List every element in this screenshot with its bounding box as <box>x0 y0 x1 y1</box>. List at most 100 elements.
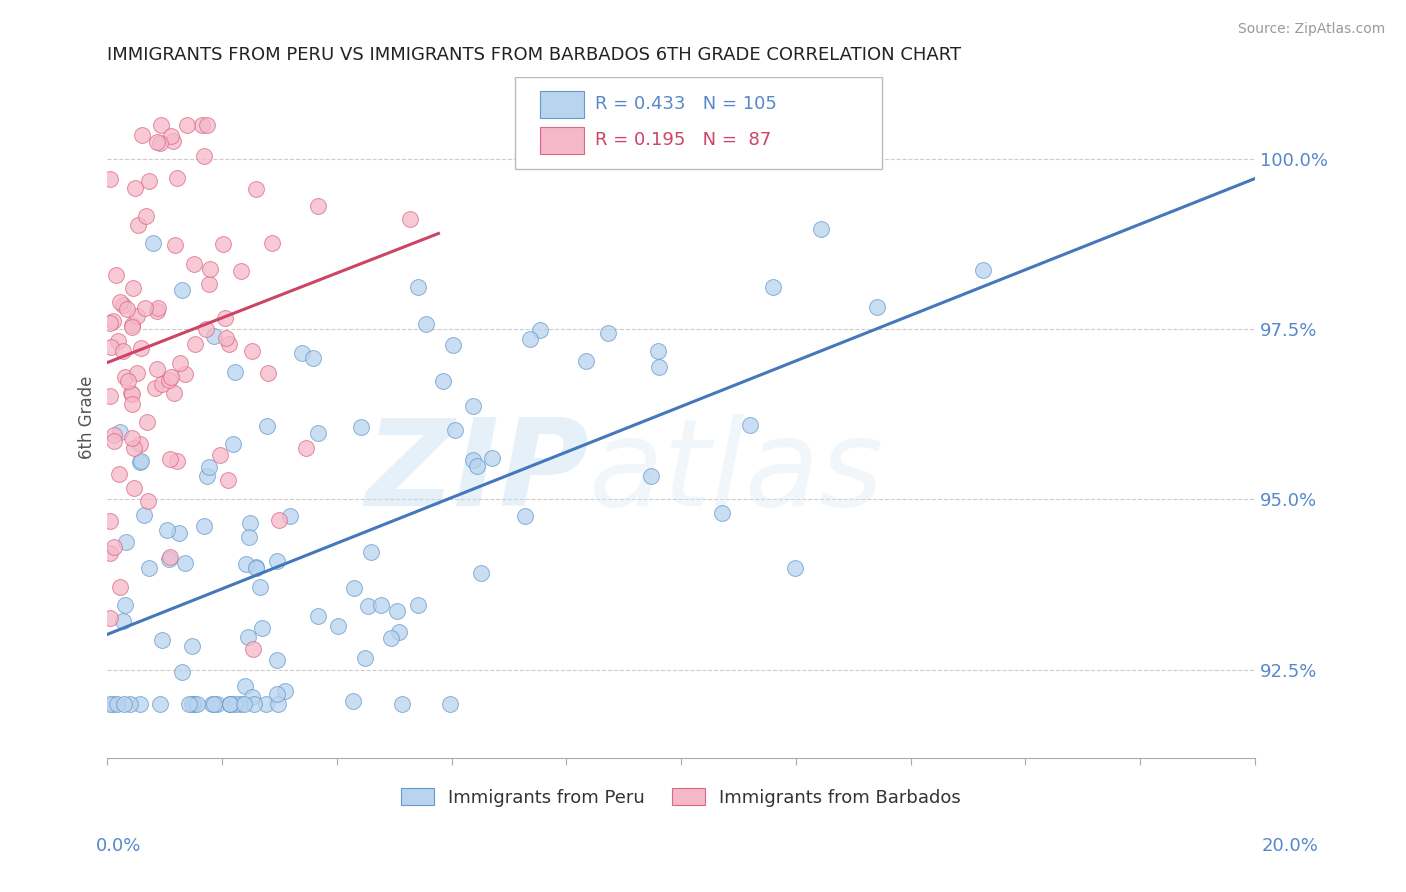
Point <box>124 441 146 455</box>
Point <box>575 354 598 368</box>
Point <box>117 301 139 316</box>
Point <box>159 549 181 564</box>
Text: ZIP: ZIP <box>366 414 589 531</box>
Point <box>176 118 198 132</box>
Point <box>198 261 221 276</box>
Point <box>519 332 541 346</box>
Point <box>222 436 245 450</box>
Point <box>156 523 179 537</box>
Point <box>308 199 330 213</box>
Point <box>242 642 264 657</box>
Point <box>103 428 125 442</box>
Point <box>129 341 152 355</box>
Point <box>295 441 318 455</box>
Point <box>146 304 169 318</box>
Point <box>710 506 733 520</box>
Point <box>738 418 761 433</box>
Point <box>291 346 314 360</box>
Point <box>127 309 149 323</box>
Text: R = 0.195   N =  87: R = 0.195 N = 87 <box>595 131 772 149</box>
Point <box>135 210 157 224</box>
Point <box>207 697 229 711</box>
Point <box>120 386 142 401</box>
Point <box>125 366 148 380</box>
Point <box>269 513 291 527</box>
Point <box>238 530 260 544</box>
Point <box>598 326 620 340</box>
Point <box>149 136 172 151</box>
Point <box>138 174 160 188</box>
Y-axis label: 6th Grade: 6th Grade <box>79 376 96 459</box>
Point <box>218 697 240 711</box>
Point <box>328 619 350 633</box>
Point <box>197 460 219 475</box>
Point <box>162 386 184 401</box>
Point <box>98 388 121 402</box>
FancyBboxPatch shape <box>515 77 882 169</box>
Point <box>307 608 329 623</box>
Point <box>266 554 288 568</box>
Point <box>640 469 662 483</box>
Point <box>108 580 131 594</box>
Point <box>785 561 807 575</box>
Point <box>762 280 785 294</box>
Point <box>257 367 280 381</box>
Point <box>135 415 157 429</box>
Point <box>184 337 207 351</box>
Point <box>380 631 402 645</box>
Point <box>513 508 536 523</box>
Point <box>111 297 134 311</box>
Point <box>240 343 263 358</box>
Point <box>441 338 464 352</box>
Point <box>224 365 246 379</box>
Point <box>112 697 135 711</box>
Point <box>183 256 205 270</box>
Point <box>648 359 671 374</box>
Point <box>121 432 143 446</box>
Point <box>108 295 131 310</box>
Point <box>169 356 191 370</box>
Point <box>131 128 153 142</box>
Point <box>129 697 152 711</box>
Text: IMMIGRANTS FROM PERU VS IMMIGRANTS FROM BARBADOS 6TH GRADE CORRELATION CHART: IMMIGRANTS FROM PERU VS IMMIGRANTS FROM … <box>107 46 962 64</box>
Point <box>166 453 188 467</box>
Point <box>391 697 413 711</box>
Point <box>179 697 201 711</box>
Point <box>195 118 218 132</box>
Point <box>388 624 411 639</box>
Point <box>181 697 204 711</box>
Point <box>128 455 150 469</box>
Point <box>111 343 134 358</box>
Point <box>121 397 143 411</box>
Point <box>266 653 288 667</box>
Point <box>254 697 277 711</box>
Point <box>461 453 484 467</box>
Point <box>647 344 669 359</box>
Point <box>143 381 166 395</box>
Point <box>157 551 180 566</box>
Point <box>245 560 267 574</box>
Point <box>103 541 125 555</box>
Point <box>415 318 437 332</box>
Point <box>183 697 205 711</box>
Point <box>252 621 274 635</box>
Point <box>360 545 382 559</box>
Point <box>202 697 225 711</box>
Point <box>432 375 454 389</box>
Point <box>159 128 181 143</box>
Point <box>266 687 288 701</box>
Point <box>112 615 135 629</box>
Point <box>167 526 190 541</box>
Point <box>100 514 122 528</box>
Point <box>101 697 124 711</box>
Point <box>138 561 160 575</box>
Point <box>235 557 257 571</box>
Point <box>150 118 173 132</box>
Text: R = 0.433   N = 105: R = 0.433 N = 105 <box>595 95 778 113</box>
Point <box>162 135 184 149</box>
Point <box>810 221 832 235</box>
Point <box>357 599 380 613</box>
Point <box>387 604 409 618</box>
Point <box>278 509 301 524</box>
Point <box>201 697 224 711</box>
